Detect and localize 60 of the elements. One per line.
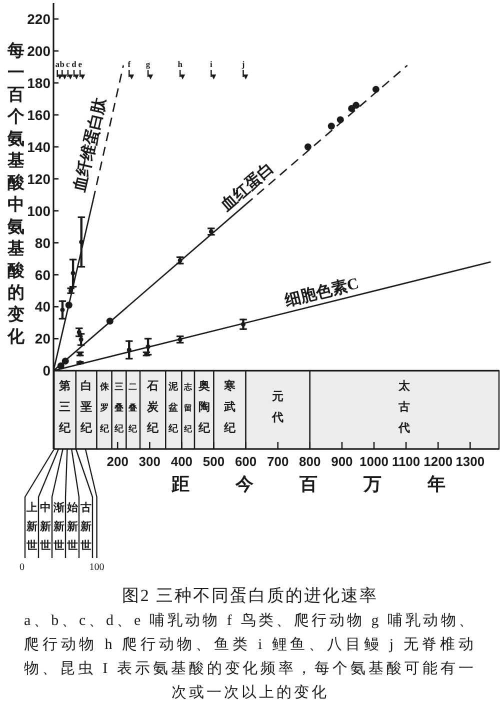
category-label: 古新世 xyxy=(80,502,92,552)
ref-line-label: b xyxy=(60,59,65,69)
ref-line-label: j xyxy=(242,59,245,69)
x-tick-label: 1000 xyxy=(360,454,388,469)
ref-line-label: i xyxy=(210,59,212,69)
ref-line-label: a xyxy=(55,59,60,69)
band-label: 太古代 xyxy=(398,380,410,435)
ref-line-label: c xyxy=(66,59,70,69)
band-label: 侏罗纪 xyxy=(100,382,109,434)
ref-line-label: f xyxy=(128,59,131,69)
scale-label: 100 xyxy=(89,562,104,573)
x-tick-label: 700 xyxy=(267,454,289,469)
ref-line-label: h xyxy=(178,59,182,69)
y-tick-label: 60 xyxy=(34,266,50,283)
band-label: 志留纪 xyxy=(184,382,192,434)
band-label: 三叠纪 xyxy=(114,382,124,434)
band-label: 寒武纪 xyxy=(224,380,236,435)
x-tick-label: 1300 xyxy=(456,454,485,469)
y-tick-label: 160 xyxy=(27,106,50,123)
x-tick-label: 300 xyxy=(138,454,160,469)
y-tick-label: 20 xyxy=(34,330,50,347)
x-tick-label: 1200 xyxy=(424,454,453,469)
category-label: 中新世 xyxy=(40,502,51,552)
category-label: 渐新世 xyxy=(53,502,64,552)
x-tick-label: 600 xyxy=(234,454,257,469)
ref-line-label: g xyxy=(146,59,150,69)
band-label: 奥陶纪 xyxy=(198,380,210,435)
series-label: 血红蛋白 xyxy=(218,160,278,214)
y-tick-label: 100 xyxy=(27,202,50,219)
x-tick-label: 400 xyxy=(170,454,193,469)
band-label: 第三纪 xyxy=(59,380,72,435)
band-label: 元代 xyxy=(272,391,284,424)
band-label: 二叠纪 xyxy=(128,382,138,434)
band-label: 泥盆纪 xyxy=(168,382,179,435)
category-label: 始新世 xyxy=(66,502,78,552)
x-axis-title: 距今百万年 xyxy=(171,474,446,494)
x-tick-label: 900 xyxy=(331,454,353,469)
title: 图2 三种不同蛋白质的进化速率 xyxy=(122,586,378,605)
band-label: 石炭纪 xyxy=(146,380,159,435)
series-label: 血纤维蛋白肽 xyxy=(71,96,110,194)
series-label: 细胞色素C xyxy=(283,275,361,310)
y-tick-label: 0 xyxy=(42,362,50,379)
x-tick-label: 200 xyxy=(106,454,128,469)
x-tick-label: 1100 xyxy=(392,454,420,469)
category-label: 上新世 xyxy=(26,502,38,552)
y-tick-label: 140 xyxy=(27,138,50,155)
y-tick-label: 120 xyxy=(27,170,50,187)
ref-line-label: e xyxy=(78,59,82,69)
note: a、b、c、d、e 哺乳动物 f 鸟类、爬行动物 g 哺乳动物、爬行动物 h 爬行动物、鱼类 i 鲤鱼、八目鳗 j 无脊椎动物、昆虫 I 表示氨基酸的变化频率，每个氨基酸可能有一次或一次以上的变化 xyxy=(24,612,476,703)
scale-label: 0 xyxy=(20,562,24,573)
x-tick-label: 800 xyxy=(299,454,321,469)
ref-line-label: d xyxy=(72,59,76,69)
y-tick-label: 80 xyxy=(34,234,50,251)
y-tick-label: 200 xyxy=(27,42,50,59)
y-tick-label: 40 xyxy=(34,298,50,315)
band-label: 白垩纪 xyxy=(80,380,92,435)
y-tick-label: 220 xyxy=(27,10,50,27)
x-tick-label: 500 xyxy=(202,454,225,469)
y-tick-label: 180 xyxy=(27,74,50,91)
y-axis-title: 每一百个氨基酸中氨基酸的变化 xyxy=(8,40,24,346)
